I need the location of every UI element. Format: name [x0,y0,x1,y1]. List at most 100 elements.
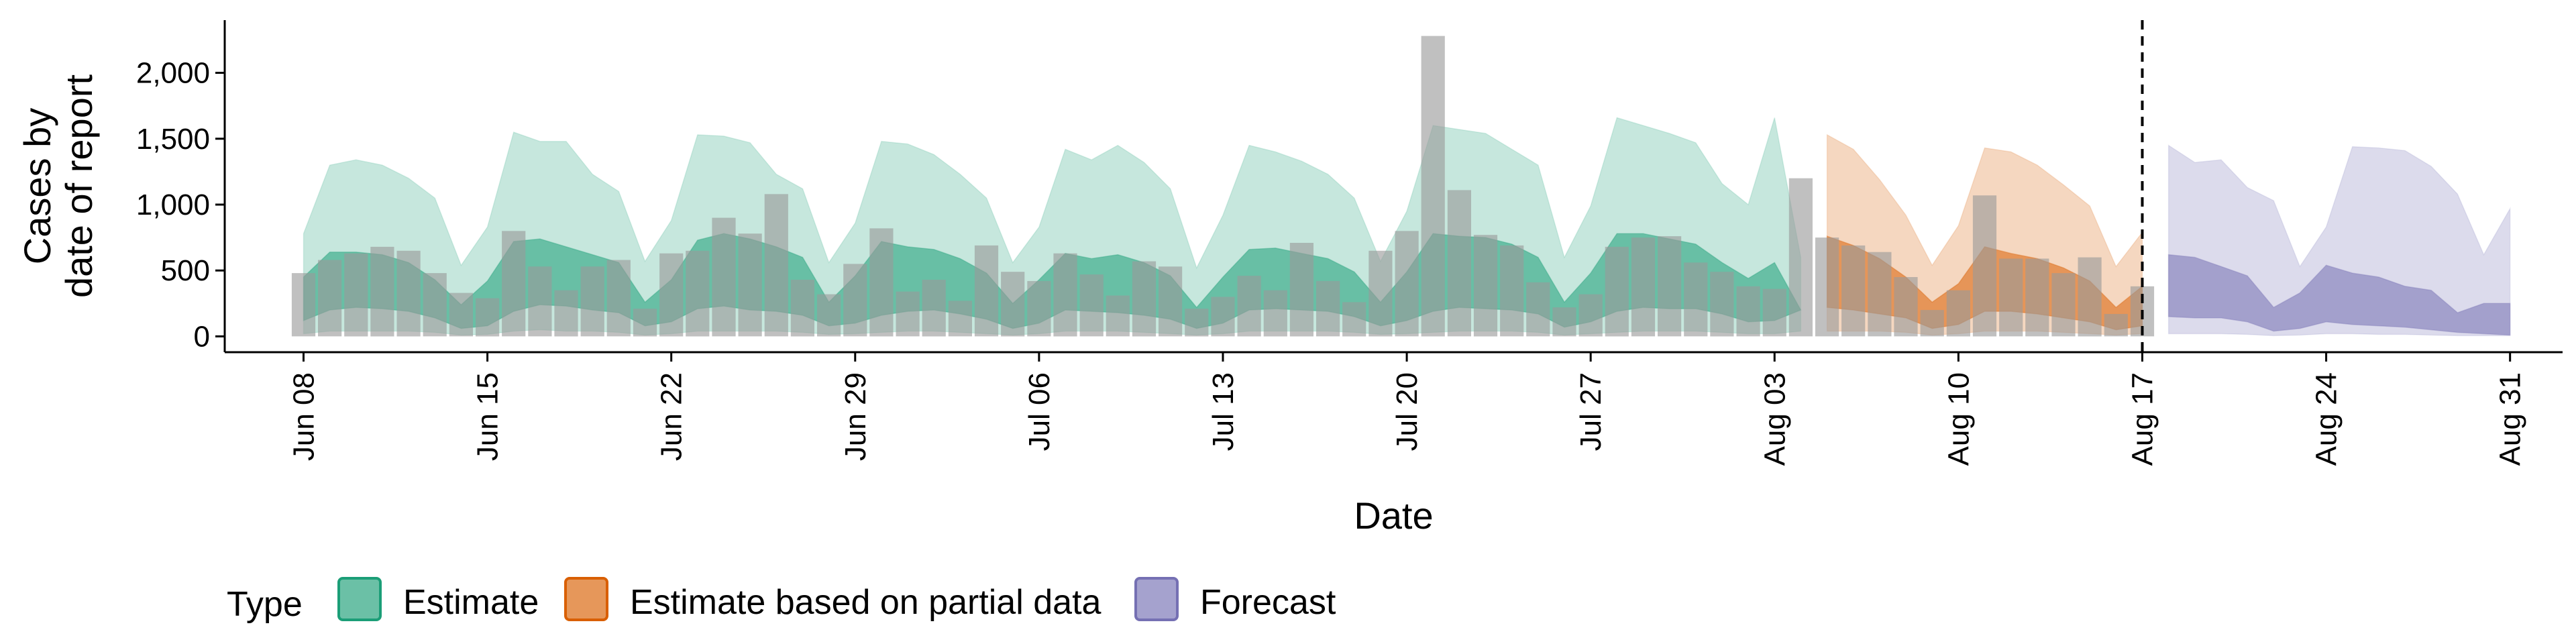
x-tick-label: Aug 10 [1942,372,1975,466]
bar [1447,190,1471,337]
x-tick-label: Jun 15 [472,372,504,461]
bar [659,253,684,337]
bar [686,250,710,337]
bar [2104,314,2128,337]
bar [2025,258,2049,337]
bar [1658,236,1682,337]
ribbon-inner-forecast [2167,254,2511,336]
bar [1841,245,1866,337]
bar [1079,274,1104,337]
bar [1289,243,1313,337]
x-tick-label: Jun 08 [287,372,320,461]
bar [1053,253,1077,337]
bar [1316,280,1340,337]
bar [1710,272,1734,337]
bar [1395,231,1419,337]
bar [580,266,604,337]
x-tick-label: Aug 24 [2310,372,2343,466]
bar [318,260,342,337]
bar [2078,257,2102,337]
plot-area [291,20,2511,352]
bar [554,290,578,337]
x-tick-label: Aug 31 [2494,372,2527,466]
bar [1263,290,1287,337]
bar [1736,286,1760,337]
bar [528,266,552,337]
x-tick-label: Aug 17 [2126,372,2159,466]
bar [1920,310,1944,337]
bar [764,194,788,337]
bar [1237,276,1261,337]
legend-label: Forecast [1200,583,1336,622]
bar [974,245,999,337]
y-tick-label: 2,000 [136,57,210,90]
x-tick-label: Jun 29 [839,372,872,461]
bar [1972,195,1997,337]
bar [1106,295,1130,337]
bar [1815,237,1839,337]
bar [712,217,736,337]
bar [1578,294,1603,337]
legend-key [1134,577,1179,621]
bar [502,231,526,337]
x-tick-label: Jul 13 [1207,372,1240,451]
bar [606,260,631,337]
bar [896,291,920,337]
bar [1526,282,1550,337]
bar [1946,290,1970,337]
bar [1132,261,1157,337]
legend-title: Type [227,585,303,624]
bar [1001,272,1025,337]
bar [344,253,368,337]
bar [1762,288,1786,337]
bar [1788,178,1813,337]
bar [948,301,972,337]
bar [738,233,762,337]
bar [1368,250,1393,337]
y-axis-title-line: date of report [58,74,100,299]
bar [396,250,421,337]
bar [1185,309,1209,337]
x-tick-label: Jul 27 [1574,372,1607,451]
bar [1211,297,1235,337]
bar [1421,36,1445,337]
bar [1159,266,1183,337]
x-axis-title: Date [1354,494,1433,537]
bar [869,228,894,337]
bar [1552,307,1576,337]
bar [370,246,394,337]
y-tick-label: 500 [161,254,210,287]
x-tick-label: Jun 22 [655,372,688,461]
y-tick-label: 1,500 [136,123,210,156]
bar [476,298,500,337]
bar [1999,258,2023,337]
bar [1631,237,1656,337]
y-tick-label: 1,000 [136,189,210,221]
legend-label: Estimate based on partial data [630,583,1102,622]
bar [843,264,867,337]
y-axis-title-line: Cases by [16,108,58,264]
bar [1868,252,1892,337]
legend-key [337,577,382,621]
legend: Type Estimate Estimate based on partial da… [227,577,1336,624]
bar [1500,245,1524,337]
bar [291,273,316,337]
bar [817,294,841,337]
bar [2051,273,2076,337]
bar [1342,302,1366,337]
x-tick-label: Jul 20 [1391,372,1424,451]
bar [449,292,473,337]
axes: 0 500 1,000 1,500 2,000 Jun 08 Jun 15 Jun 22 Jun… [16,20,2563,537]
x-tick-label: Jul 06 [1023,372,1056,451]
bar [1473,235,1498,337]
y-tick-label: 0 [194,320,210,353]
bar [1684,262,1708,337]
bar [1605,246,1629,337]
bar [922,280,946,337]
bar [790,280,814,337]
bar [423,273,447,337]
x-tick-label: Aug 03 [1758,372,1791,466]
bar [1027,280,1051,337]
legend-label: Estimate [403,583,539,622]
